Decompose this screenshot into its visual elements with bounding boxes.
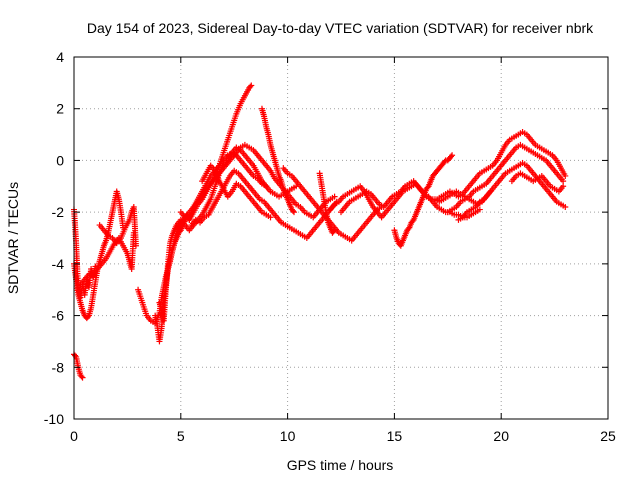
series-track-12 (258, 105, 298, 216)
data-point (330, 228, 337, 235)
x-tick-label: 25 (600, 428, 616, 444)
y-tick-label: -4 (52, 256, 65, 272)
series-track-4 (77, 229, 137, 288)
y-tick-label: 2 (56, 101, 64, 117)
x-tick-label: 0 (70, 428, 78, 444)
x-tick-label: 5 (177, 428, 185, 444)
data-point (289, 207, 296, 214)
data-point (409, 218, 416, 225)
grid (74, 57, 608, 419)
plot-frame (73, 56, 609, 420)
data-point (84, 313, 91, 320)
chart-title: Day 154 of 2023, Sidereal Day-to-day VTE… (87, 20, 594, 36)
series-track-10 (188, 167, 340, 241)
data-point (448, 153, 455, 160)
data-point (560, 178, 567, 185)
series-track-6 (135, 149, 270, 327)
series-track-18 (434, 128, 569, 203)
series-track-21 (508, 170, 567, 195)
data-point (267, 214, 274, 221)
series-track-1 (71, 351, 86, 381)
series-track-19 (444, 141, 567, 216)
x-tick-label: 15 (387, 428, 403, 444)
axis-ticks (73, 56, 609, 420)
x-tick-label: 10 (280, 428, 296, 444)
data-point (176, 228, 183, 235)
data-point (424, 184, 431, 191)
data-point (291, 209, 298, 216)
series-track-5 (96, 203, 139, 249)
data-point (449, 152, 456, 159)
data-point (331, 193, 338, 200)
y-tick-label: 4 (56, 49, 64, 65)
data-point (247, 83, 254, 90)
series-track-11 (199, 162, 274, 221)
data-point (72, 352, 79, 359)
y-tick-label: -10 (44, 411, 64, 427)
data-point (132, 242, 139, 249)
data-point (79, 374, 86, 381)
data-marks (71, 82, 569, 381)
y-tick-label: -2 (52, 204, 65, 220)
series-track-17 (391, 152, 456, 249)
data-point (405, 225, 412, 232)
data-point (562, 172, 569, 179)
x-axis-title: GPS time / hours (287, 457, 394, 473)
x-tick-label: 20 (493, 428, 509, 444)
tick-labels: 0 5 10 15 20 25 -10 -8 -6 -4 -2 0 2 4 (44, 49, 616, 444)
y-tick-label: -6 (52, 308, 65, 324)
data-point (476, 206, 483, 213)
series-track-14 (316, 170, 338, 236)
data-point (248, 82, 255, 89)
data-point (441, 158, 448, 165)
y-tick-label: -8 (52, 359, 65, 375)
data-point (331, 227, 338, 234)
series-track-20 (455, 160, 569, 223)
data-point (562, 203, 569, 210)
data-point (560, 183, 567, 190)
y-tick-label: 0 (56, 152, 64, 168)
series-track-3 (71, 188, 127, 322)
data-point (78, 373, 85, 380)
y-axis-title: SDTVAR / TECUs (5, 182, 21, 294)
